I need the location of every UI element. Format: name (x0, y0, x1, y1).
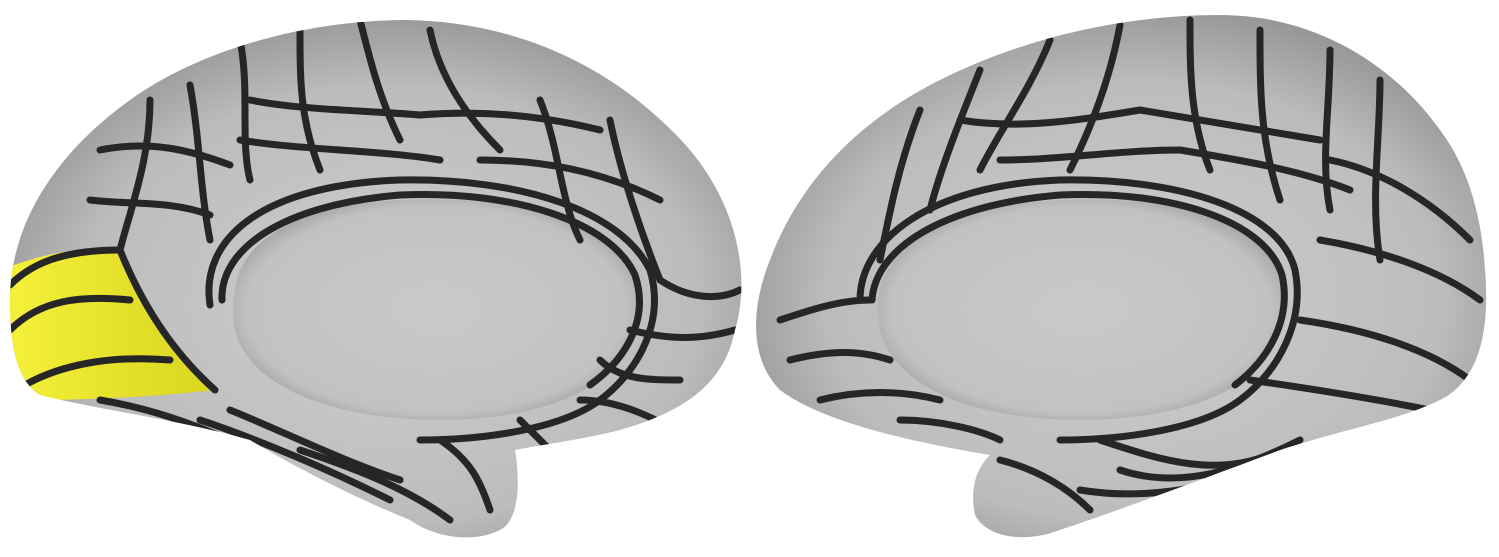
right-medial-wall (878, 199, 1284, 420)
left-medial-wall (233, 199, 639, 420)
right-hemisphere (756, 15, 1487, 538)
left-hemisphere (10, 20, 742, 538)
left-parcel-borders (10, 20, 742, 524)
